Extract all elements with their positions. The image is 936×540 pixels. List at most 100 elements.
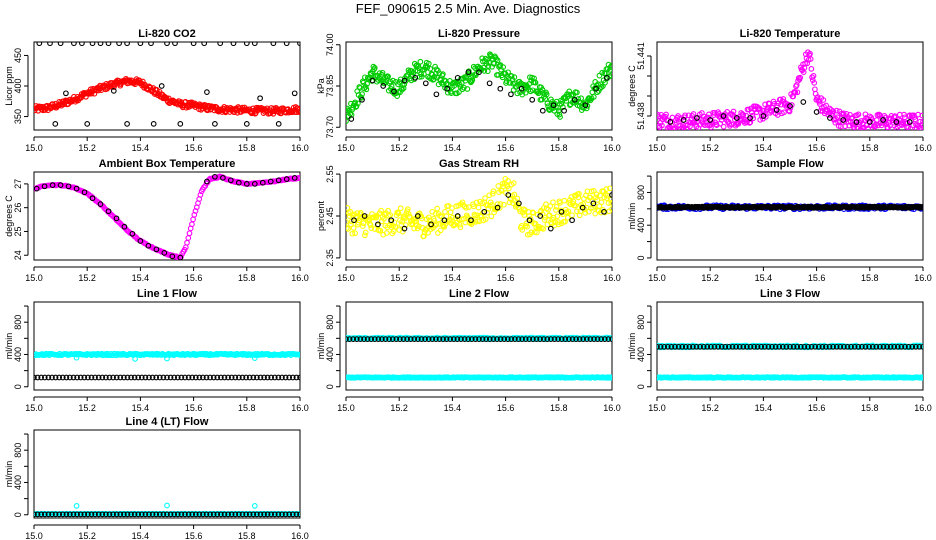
data-point [558,208,565,215]
data-point [347,208,354,215]
chart-panel: Line 1 Flow ml/min 15.0 15.2 15.4 15.6 15.8 16.… [4,288,309,413]
data-point [583,105,590,112]
data-point [164,42,170,47]
data-point [153,511,160,518]
data-point [609,206,612,212]
data-point [239,511,246,518]
x-tick-label: 16.0 [291,143,309,153]
data-point [203,374,210,381]
x-tick-label: 15.0 [337,143,355,153]
data-point [359,96,365,103]
data-point [733,115,740,121]
data-point [574,89,580,96]
data-point [113,511,120,518]
data-point [504,336,511,342]
y-tick-label: 26 [13,203,23,213]
data-point [34,185,40,192]
y-axis-label: degrees C [4,195,14,237]
chart-title: Line 4 (LT) Flow [126,416,209,428]
data-point [457,224,464,231]
data-point [142,511,149,518]
data-point [74,374,80,381]
data-point [529,96,536,103]
data-point [346,210,352,216]
x-tick-label: 15.2 [701,143,719,153]
data-point [89,195,96,202]
data-point [537,213,544,219]
data-point [348,221,354,228]
data-point [657,117,660,123]
data-point [435,230,441,236]
data-point [711,343,718,350]
chart-panel: Gas Stream RH percent 15.0 15.2 15.4 15.6 15.8… [316,158,621,283]
y-tick-label: 800 [13,315,23,330]
data-point [482,195,488,201]
data-point [95,374,102,381]
data-point [204,178,210,185]
data-point [460,202,467,208]
data-point [697,343,703,350]
data-point [690,343,696,350]
data-point [201,184,207,191]
data-points [657,202,923,213]
data-point [392,224,399,230]
data-point [555,108,562,114]
plot-frame [345,41,613,131]
data-point [363,86,370,93]
data-point [429,336,436,342]
data-point [530,336,536,342]
data-point [791,88,798,95]
data-point [110,88,117,94]
data-point [433,91,440,98]
data-point [761,343,768,350]
data-point [528,229,535,236]
data-point [246,511,253,518]
data-point [221,374,228,381]
data-points [34,350,300,381]
data-point [164,374,170,381]
x-tick-label: 15.4 [755,143,773,153]
data-point [271,374,278,381]
data-point [235,179,242,186]
data-point [214,511,221,518]
data-point [268,511,275,518]
x-tick-label: 15.0 [648,403,666,413]
data-point [346,205,351,211]
data-point [484,68,491,75]
data-point [657,343,660,350]
data-point [820,97,827,103]
data-point [490,60,497,66]
data-point [783,343,790,350]
data-point [901,111,907,118]
y-tick-label: 27 [13,179,23,189]
data-point [401,225,408,232]
data-point [494,57,501,64]
y-axis-label: ml/min [4,461,14,488]
plot-frame [33,429,301,519]
data-point [289,374,296,381]
data-point [786,108,793,115]
data-point [377,227,384,234]
x-tick-label: 15.8 [238,273,256,283]
data-point [557,114,563,120]
data-point [693,343,700,350]
data-point [402,222,409,228]
data-point [664,343,671,350]
data-point [92,511,98,518]
data-point [243,181,250,187]
x-tick-label: 15.8 [550,273,568,283]
data-point [543,91,550,98]
data-point [257,511,264,518]
x-tick-label: 15.6 [497,143,515,153]
data-point [70,511,77,518]
data-point [833,343,840,350]
data-point [547,203,554,209]
plot-frame [33,301,301,391]
data-point [787,103,793,109]
data-point [116,42,122,47]
data-point [790,343,797,350]
data-point [63,511,70,518]
data-point [167,374,174,381]
data-point [894,343,901,350]
data-point [297,108,300,115]
